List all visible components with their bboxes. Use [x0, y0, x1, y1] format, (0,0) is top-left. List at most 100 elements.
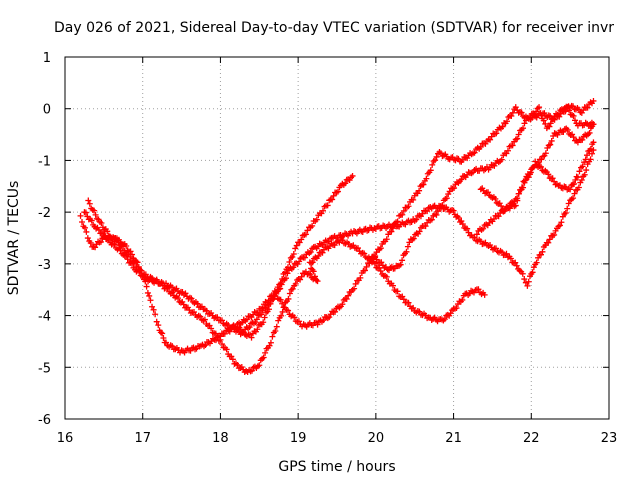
- data-point: [308, 260, 315, 267]
- data-point: [515, 131, 522, 138]
- data-point: [512, 259, 519, 266]
- data-point: [232, 324, 239, 331]
- data-point: [570, 195, 577, 202]
- data-point: [313, 216, 320, 223]
- data-point: [521, 177, 528, 184]
- data-point: [208, 325, 215, 332]
- data-point: [173, 293, 180, 300]
- y-tick-label: -2: [38, 206, 51, 221]
- data-point: [529, 269, 536, 276]
- data-point: [405, 203, 412, 210]
- data-point: [308, 265, 315, 272]
- data-point: [197, 313, 204, 320]
- data-point: [530, 264, 537, 271]
- data-point: [249, 367, 255, 374]
- data-point: [339, 237, 346, 244]
- data-point: [451, 185, 458, 192]
- data-point: [487, 136, 494, 143]
- data-point: [320, 317, 327, 324]
- data-point: [331, 242, 338, 249]
- data-point: [481, 291, 488, 298]
- data-point: [575, 184, 582, 191]
- data-point: [527, 114, 534, 121]
- data-point: [324, 202, 331, 209]
- data-point: [286, 259, 293, 266]
- data-point: [471, 149, 478, 156]
- data-point: [579, 163, 586, 170]
- data-point: [143, 283, 150, 290]
- data-point: [85, 197, 92, 204]
- data-point: [493, 245, 500, 252]
- data-point: [441, 316, 448, 323]
- data-point: [547, 120, 554, 127]
- data-point: [389, 225, 396, 232]
- data-point: [576, 168, 583, 175]
- data-point: [361, 250, 368, 257]
- data-point: [514, 135, 521, 142]
- data-point: [113, 235, 120, 242]
- data-point: [498, 249, 505, 256]
- data-point: [394, 218, 401, 225]
- data-point: [397, 261, 404, 268]
- data-point: [450, 207, 457, 214]
- data-point: [512, 202, 519, 209]
- data-point: [351, 285, 358, 292]
- data-point: [540, 117, 547, 124]
- data-point: [383, 273, 390, 280]
- data-point: [547, 141, 554, 148]
- data-point: [153, 318, 160, 325]
- data-point: [477, 143, 484, 150]
- data-point: [556, 222, 563, 229]
- data-point: [581, 171, 588, 178]
- data-point: [104, 228, 111, 235]
- data-point: [584, 104, 591, 111]
- data-point: [290, 251, 297, 258]
- data-point: [289, 285, 296, 292]
- x-tick-label: 19: [290, 431, 307, 446]
- data-point: [399, 257, 406, 264]
- data-point: [277, 280, 284, 287]
- data-point: [565, 200, 572, 207]
- data-point: [314, 321, 321, 328]
- data-point: [564, 103, 571, 110]
- data-point: [522, 279, 529, 286]
- data-point: [582, 156, 589, 163]
- data-point: [480, 225, 487, 232]
- data-point: [548, 137, 555, 144]
- data-point: [587, 145, 594, 152]
- y-tick-label: -5: [38, 361, 51, 376]
- data-point: [345, 292, 352, 299]
- data-point: [574, 174, 581, 181]
- data-point: [383, 236, 390, 243]
- data-point: [277, 285, 284, 292]
- data-point: [212, 330, 219, 337]
- data-point: [400, 207, 407, 214]
- data-point: [400, 296, 407, 303]
- data-point: [298, 236, 305, 243]
- data-point: [194, 300, 201, 307]
- data-point: [119, 243, 126, 250]
- data-point: [373, 256, 380, 263]
- data-point: [307, 249, 314, 256]
- data-point: [485, 189, 492, 196]
- data-point: [378, 259, 385, 266]
- data-point: [175, 295, 182, 302]
- data-point: [191, 308, 198, 315]
- data-point: [555, 110, 562, 117]
- series-track-f: [473, 139, 597, 238]
- y-axis-label: SDTVAR / TECUs: [6, 181, 22, 296]
- y-tick-label: -4: [38, 310, 51, 325]
- data-point: [88, 217, 95, 224]
- data-point: [538, 156, 545, 163]
- data-point: [509, 109, 516, 116]
- data-point: [551, 231, 558, 238]
- data-point: [149, 275, 156, 282]
- data-point: [182, 290, 189, 297]
- data-point: [217, 336, 224, 343]
- series-track-a: [81, 172, 356, 341]
- data-point: [169, 343, 176, 350]
- data-point: [583, 152, 590, 159]
- data-point: [214, 334, 221, 341]
- data-point: [475, 286, 482, 293]
- y-tick-label: -6: [38, 413, 51, 428]
